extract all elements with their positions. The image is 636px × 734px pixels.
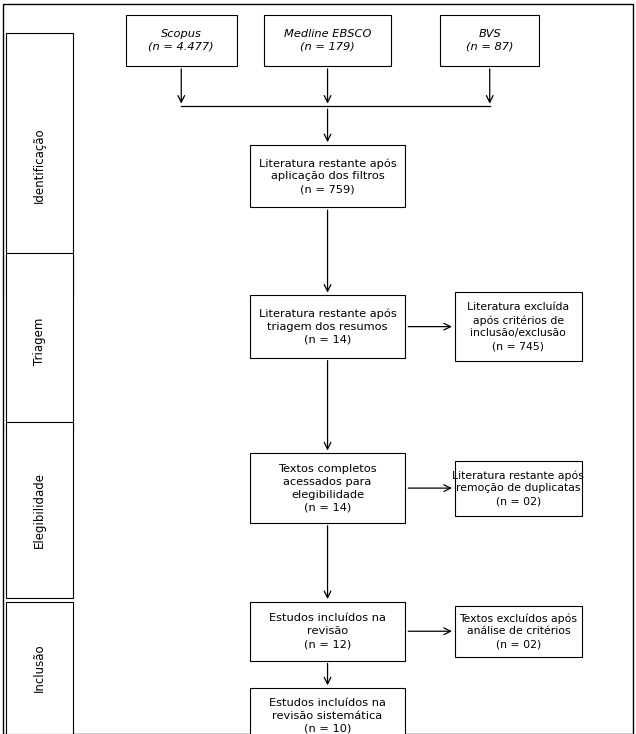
FancyBboxPatch shape: [6, 33, 73, 297]
FancyBboxPatch shape: [250, 602, 406, 661]
Text: Literatura excluída
após critérios de
inclusão/exclusão
(n = 745): Literatura excluída após critérios de in…: [467, 302, 569, 351]
FancyBboxPatch shape: [250, 296, 406, 357]
FancyBboxPatch shape: [250, 145, 406, 208]
FancyBboxPatch shape: [250, 453, 406, 523]
FancyBboxPatch shape: [455, 461, 582, 515]
Text: Triagem: Triagem: [33, 318, 46, 365]
Text: Medline EBSCO
(n = 179): Medline EBSCO (n = 179): [284, 29, 371, 52]
FancyBboxPatch shape: [264, 15, 391, 66]
Text: Inclusão: Inclusão: [33, 644, 46, 692]
Text: Elegibilidade: Elegibilidade: [33, 472, 46, 548]
Text: Literatura restante após
aplicação dos filtros
(n = 759): Literatura restante após aplicação dos f…: [259, 158, 396, 195]
Text: Literatura restante após
triagem dos resumos
(n = 14): Literatura restante após triagem dos res…: [259, 308, 396, 345]
FancyBboxPatch shape: [6, 422, 73, 598]
FancyBboxPatch shape: [6, 253, 73, 429]
Text: Textos completos
acessados para
elegibilidade
(n = 14): Textos completos acessados para elegibil…: [278, 464, 377, 512]
FancyBboxPatch shape: [455, 291, 582, 361]
Text: Literatura restante após
remoção de duplicatas
(n = 02): Literatura restante após remoção de dupl…: [452, 470, 584, 506]
Text: Scopus
(n = 4.477): Scopus (n = 4.477): [148, 29, 214, 52]
FancyBboxPatch shape: [455, 606, 582, 657]
Text: Identificação: Identificação: [33, 127, 46, 203]
Text: Estudos incluídos na
revisão
(n = 12): Estudos incluídos na revisão (n = 12): [269, 614, 386, 649]
Text: Textos excluídos após
análise de critérios
(n = 02): Textos excluídos após análise de critéri…: [459, 613, 577, 650]
FancyBboxPatch shape: [440, 15, 539, 66]
Text: Estudos incluídos na
revisão sistemática
(n = 10): Estudos incluídos na revisão sistemática…: [269, 698, 386, 733]
FancyBboxPatch shape: [125, 15, 237, 66]
Text: BVS
(n = 87): BVS (n = 87): [466, 29, 513, 52]
FancyBboxPatch shape: [250, 688, 406, 734]
FancyBboxPatch shape: [6, 602, 73, 734]
